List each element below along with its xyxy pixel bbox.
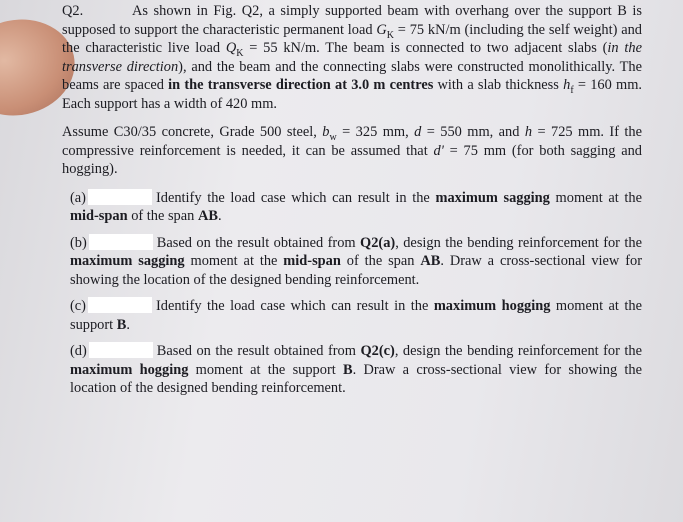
text: h xyxy=(563,77,571,93)
text: of the span xyxy=(340,253,421,269)
text: Identify the load case which can result … xyxy=(155,298,434,314)
part-label: (a) xyxy=(70,189,86,206)
part-label: (c) xyxy=(70,298,86,314)
text: maximum sagging xyxy=(435,189,550,206)
text: B xyxy=(343,361,353,378)
paragraph: Q2. As shown in Fig. Q2, a simply support… xyxy=(62,2,642,113)
text: . Draw a cross-sectional view for showin… xyxy=(70,361,642,397)
text: in the transverse direction xyxy=(62,40,642,75)
text: Based on the result obtained from xyxy=(156,343,361,359)
question-number: Q2. xyxy=(62,3,84,19)
text: = 55 kN/m. The beam is connected to two … xyxy=(243,40,608,56)
subscript: f xyxy=(570,84,574,96)
text: mid-span xyxy=(70,208,128,224)
text: moment at the support xyxy=(188,361,343,378)
text: Q2(c) xyxy=(360,343,395,359)
text: As shown in Fig. Q2, a simply supported … xyxy=(62,3,642,38)
text: . xyxy=(217,208,222,224)
text: d' xyxy=(433,142,444,159)
subscript: K xyxy=(236,47,244,59)
redaction xyxy=(88,342,153,358)
text: B xyxy=(116,316,127,333)
part-c: (c) Identify the load case which can resu… xyxy=(70,297,642,334)
text: moment at the xyxy=(549,189,642,206)
text: = 725 mm. If the compressive reinforceme… xyxy=(62,124,643,159)
text: G xyxy=(376,21,387,38)
part-label: (d) xyxy=(70,343,87,359)
text: AB xyxy=(420,253,441,269)
text: ), and the beam and the connecting slabs… xyxy=(62,58,642,94)
text: maximum hogging xyxy=(433,298,551,314)
text: = 75 kN/m (including the self weight) an… xyxy=(62,21,642,57)
redaction xyxy=(88,233,153,250)
text: with a slab thickness xyxy=(433,77,564,93)
text: Assume C30/35 concrete, Grade 500 steel, xyxy=(62,124,323,140)
text: , design the bending reinforcement for t… xyxy=(395,234,642,251)
subscript: K xyxy=(386,29,394,41)
subscript: w xyxy=(329,131,337,143)
text: = 325 mm, xyxy=(336,124,415,140)
text: maximum hogging xyxy=(70,361,189,378)
part-d: (d) Based on the result obtained from Q2(… xyxy=(70,342,642,398)
text: maximum sagging xyxy=(70,253,185,269)
text: Identify the load case which can result … xyxy=(155,189,436,206)
text: , design the bending reinforcement for t… xyxy=(394,343,642,359)
text: moment at the xyxy=(184,253,284,269)
redaction xyxy=(87,297,152,313)
text: of the span xyxy=(127,208,198,224)
part-a: (a) Identify the load case which can resu… xyxy=(70,188,642,226)
text: Based on the result obtained from xyxy=(156,234,361,251)
part-label: (b) xyxy=(70,234,87,251)
text: . xyxy=(126,316,130,333)
text: Q2(a) xyxy=(360,234,396,251)
text: AB xyxy=(197,208,218,224)
text: = 160 mm. Each support has a width of 42… xyxy=(62,77,642,112)
text: moment at the support xyxy=(70,298,642,333)
text: = 75 mm (for both sagging and hogging). xyxy=(62,142,642,178)
paragraph: Assume C30/35 concrete, Grade 500 steel,… xyxy=(62,123,642,179)
text: . Draw a cross-sectional view for showin… xyxy=(70,253,642,288)
text: in the transverse direction at 3.0 m cen… xyxy=(168,77,434,93)
text: Q xyxy=(225,40,237,56)
text: d xyxy=(414,124,422,140)
document: Q2. As shown in Fig. Q2, a simply support… xyxy=(62,2,642,406)
text: mid-span xyxy=(283,253,341,269)
text: b xyxy=(322,124,330,140)
text: = 550 mm, and xyxy=(421,124,525,140)
part-b: (b) Based on the result obtained from Q2(… xyxy=(70,233,642,290)
text: h xyxy=(524,124,533,140)
redaction xyxy=(87,188,152,205)
